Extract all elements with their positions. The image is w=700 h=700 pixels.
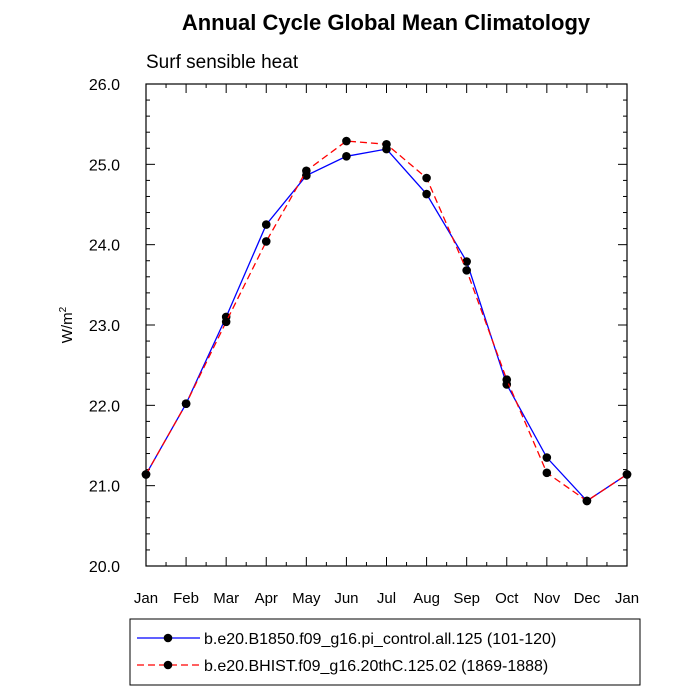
legend-box [129, 618, 641, 686]
legend-label-2: b.e20.BHIST.f09_g16.20thC.125.02 (1869-1… [204, 658, 548, 675]
x-tick-label: Feb [173, 590, 199, 607]
y-tick-label: 23.0 [89, 318, 120, 335]
x-tick-label: Apr [255, 590, 278, 607]
x-tick-label: Jan [615, 590, 639, 607]
legend-marker-2 [163, 660, 173, 670]
data-point [221, 317, 231, 327]
series-layer [141, 136, 632, 506]
data-point [542, 468, 552, 478]
data-point [422, 173, 431, 183]
x-tick-label: Jan [134, 590, 158, 607]
data-point [382, 139, 391, 149]
plot-frame [145, 83, 628, 567]
x-tick-label: Mar [213, 590, 239, 607]
y-tick-label: 26.0 [89, 77, 120, 94]
chart-subtitle: Surf sensible heat [146, 52, 299, 73]
data-point [542, 453, 552, 462]
series-line-1 [145, 148, 628, 502]
y-tick-label: 22.0 [89, 398, 120, 415]
legend-marker-1 [163, 633, 173, 643]
data-point [422, 189, 431, 199]
x-tick-label: Jul [377, 590, 396, 607]
series-line-2 [145, 140, 628, 502]
data-point [582, 496, 592, 506]
data-point [502, 375, 512, 384]
legend-label-1: b.e20.B1850.f09_g16.pi_control.all.125 (… [204, 631, 556, 648]
data-point [181, 399, 191, 409]
x-tick-label: Jun [334, 590, 358, 607]
y-tick-label: 24.0 [89, 238, 120, 255]
x-tick-label: Dec [574, 590, 601, 607]
y-axis-label: W/m2 [58, 306, 76, 343]
x-tick-label: Nov [533, 590, 560, 607]
x-tick-label: May [292, 590, 321, 607]
y-tick-label: 25.0 [89, 157, 120, 174]
data-point [342, 136, 351, 146]
y-axis-label-sup: 2 [58, 306, 69, 312]
data-point [622, 470, 632, 479]
data-point [261, 220, 271, 229]
x-tick-label: Aug [413, 590, 440, 607]
data-point [462, 266, 471, 275]
y-axis-label-base: W/m [59, 312, 76, 343]
x-tick-label: Oct [495, 590, 519, 607]
y-tick-label: 20.0 [89, 559, 120, 576]
data-point [141, 470, 151, 479]
data-point [261, 237, 271, 246]
x-tick-label: Sep [453, 590, 480, 607]
y-tick-label: 21.0 [89, 479, 120, 496]
legend: b.e20.B1850.f09_g16.pi_control.all.125 (… [129, 618, 641, 686]
chart-title: Annual Cycle Global Mean Climatology [182, 10, 591, 35]
data-point [302, 166, 311, 176]
data-point [462, 257, 471, 266]
axes: Jan Feb Mar Apr May Jun Jul Aug Sep Oct Nov Dec Jan 2… [89, 77, 639, 607]
data-point [342, 152, 351, 161]
